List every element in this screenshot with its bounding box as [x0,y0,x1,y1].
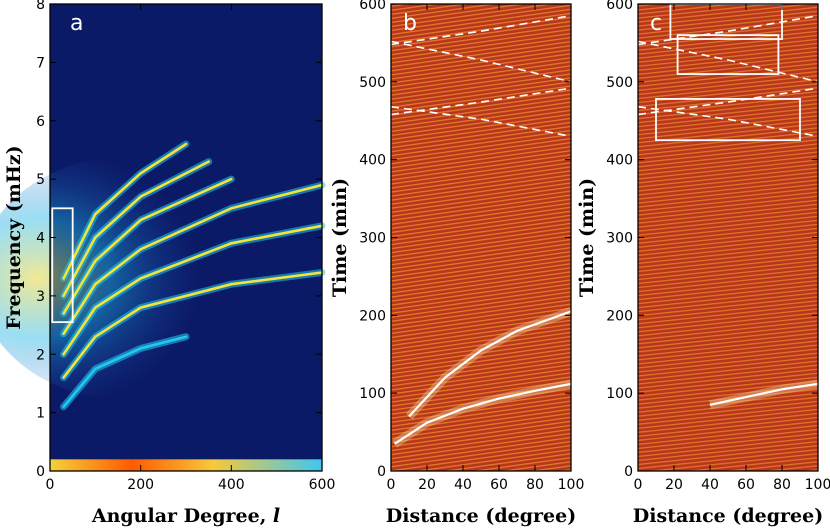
y-tick-label: 300 [606,231,633,247]
x-tick-label: 20 [665,477,683,493]
panel-a-x-axis-label: Angular Degree, l [91,505,280,527]
panel-a-ridges [60,140,326,411]
panel-b-ticks: 0 20 40 60 80 100 0 100 200 300 400 500 600 [359,0,584,493]
annotation-box-3 [655,98,801,142]
panel-c-dashed-curves [637,14,819,138]
y-tick-label: 500 [359,75,386,91]
ridge-p4 [62,177,233,315]
ridge-faint-first-bounce [709,382,819,406]
panel-c-background [638,4,818,471]
x-tick-label: 40 [701,477,719,493]
panel-a-ticks: 0 200 400 600 0 1 2 3 4 5 6 7 8 [36,0,335,493]
y-tick-label: 2 [36,347,45,363]
panel-b: 0 20 40 60 80 100 0 100 200 300 400 500 600 b Distan… [329,0,584,527]
y-tick-label: 5 [36,172,45,188]
x-tick-label: 80 [526,477,544,493]
y-tick-label: 200 [359,308,386,324]
panel-b-ridges [392,307,573,448]
ridge-p1 [62,271,324,379]
y-tick-label: 600 [359,0,386,13]
x-tick-label: 0 [387,477,396,493]
x-tick-label: 60 [490,477,508,493]
y-tick-label: 200 [606,308,633,324]
y-tick-label: 1 [36,406,45,422]
x-tick-label: 0 [634,477,643,493]
y-tick-label: 0 [36,464,45,480]
y-tick-label: 8 [36,0,45,13]
panel-a-y-axis-label: Frequency (mHz) [3,145,25,329]
panel-c-ticks: 0 20 40 60 80 100 0 100 200 300 400 500 600 [606,0,830,493]
panel-b-background [391,4,571,471]
ridge-first-bounce [393,382,572,445]
ridge-second-bounce [408,310,572,418]
y-tick-label: 100 [606,386,633,402]
panel-a-annotations [51,207,74,324]
x-tick-label: 100 [805,477,830,493]
y-tick-label: 300 [359,231,386,247]
ridge-p2 [62,224,324,356]
dashed-curve-4 [390,105,572,138]
panel-b-dashed-curves [390,14,572,138]
x-tick-label: 0 [46,477,55,493]
y-tick-label: 400 [606,153,633,169]
ridge-p3 [62,183,324,336]
panel-c: 0 20 40 60 80 100 0 100 200 300 400 500 600 c Distan… [576,0,830,527]
x-tick-label: 100 [558,477,585,493]
panel-b-letter: b [403,11,417,36]
dashed-curve-1 [390,14,572,46]
panel-c-y-axis-label: Time (min) [576,178,598,297]
dashed-curve-2 [637,40,819,83]
y-tick-label: 600 [606,0,633,13]
y-tick-label: 100 [359,386,386,402]
panel-c-letter: c [650,11,662,36]
panel-c-x-axis-label: Distance (degree) [633,505,823,527]
y-tick-label: 0 [377,464,386,480]
panel-c-ridges [709,379,819,410]
ridge-f [62,335,188,409]
y-tick-label: 7 [36,55,45,71]
annotation-box-2 [676,34,780,75]
panel-b-x-axis-label: Distance (degree) [386,505,576,527]
x-tick-label: 40 [454,477,472,493]
y-tick-label: 6 [36,114,45,130]
panel-b-y-axis-label: Time (min) [329,178,351,297]
ridge-p5 [62,160,210,298]
dashed-curve-2 [390,40,572,83]
x-tick-label: 60 [737,477,755,493]
ridge-p6 [62,142,188,280]
x-tick-label: 80 [773,477,791,493]
panel-a-low-frequency-band [50,459,322,471]
x-tick-label: 200 [127,477,154,493]
y-tick-label: 400 [359,153,386,169]
dashed-curve-4 [637,105,819,138]
x-tick-label: 20 [418,477,436,493]
annotation-box-1 [51,207,74,324]
y-tick-label: 0 [624,464,633,480]
y-tick-label: 3 [36,289,45,305]
x-tick-label: 400 [218,477,245,493]
panel-a-x-axis-symbol: l [273,505,280,527]
y-tick-label: 4 [36,231,45,247]
x-tick-label: 600 [309,477,336,493]
dashed-curve-1 [637,14,819,46]
y-tick-label: 500 [606,75,633,91]
panel-a-letter: a [70,11,83,36]
